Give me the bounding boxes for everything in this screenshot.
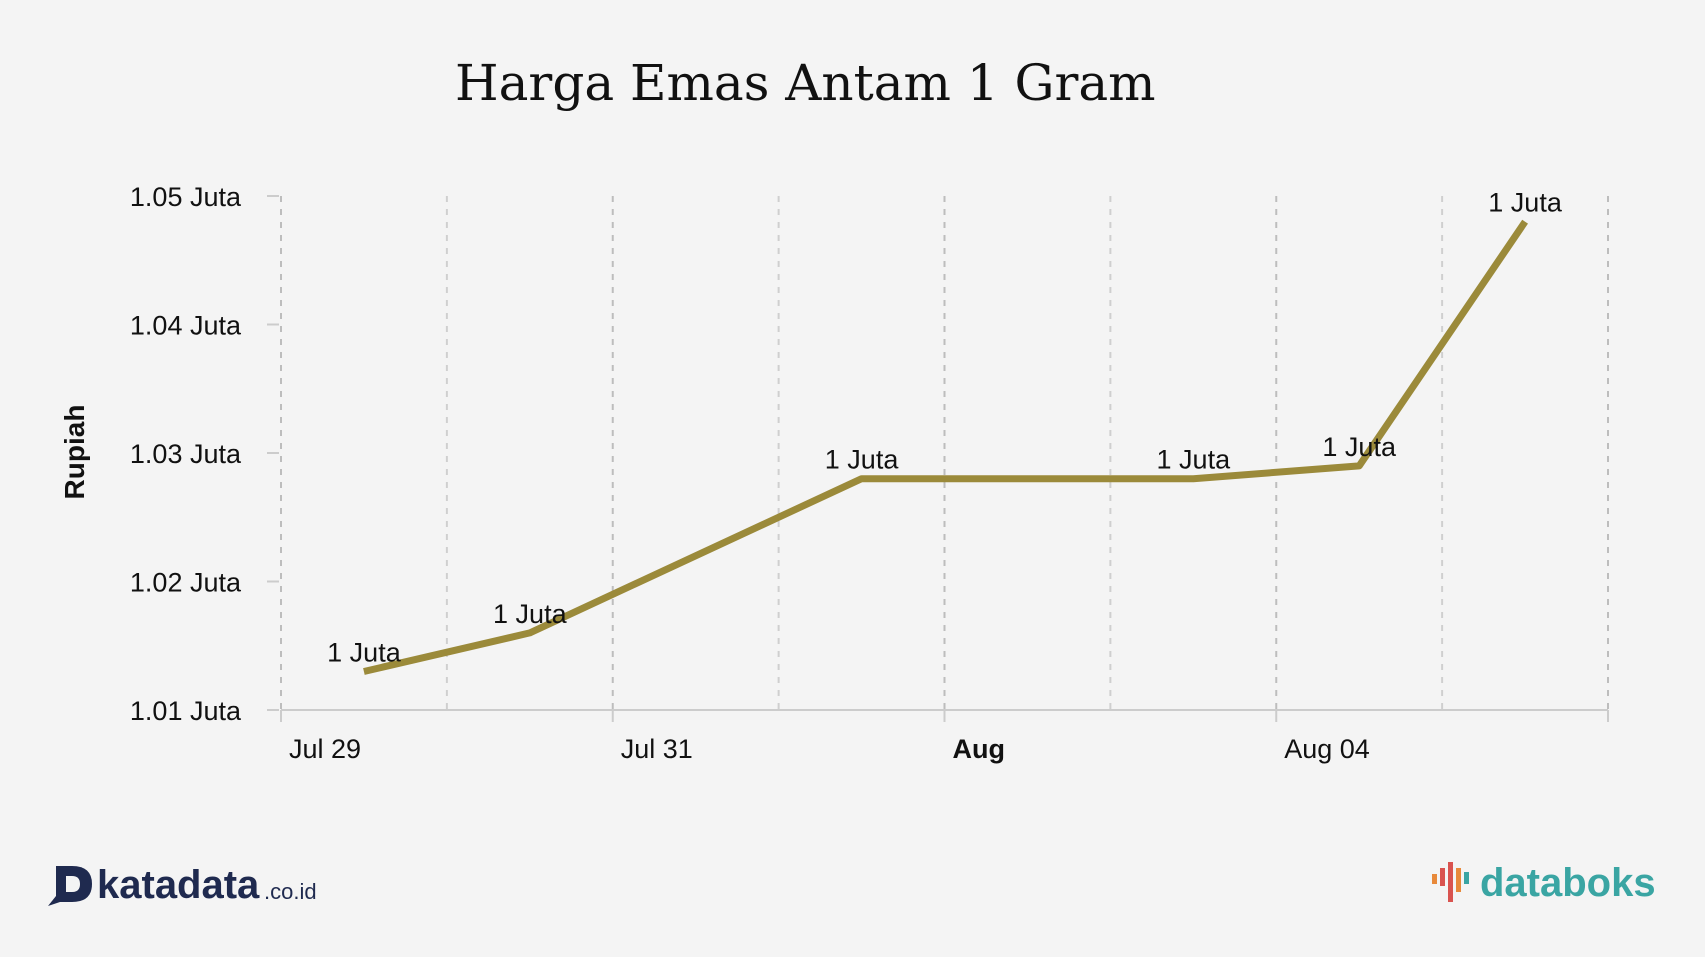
- x-tick-labels: Jul 29 Jul 31 Aug Aug 04: [289, 734, 1370, 764]
- y-axis-label: Rupiah: [59, 405, 90, 500]
- databoks-logo: databoks: [1432, 861, 1656, 905]
- y-tick-label: 1.04 Juta: [130, 311, 242, 341]
- y-tick-label: 1.01 Juta: [130, 696, 242, 726]
- data-label: 1 Juta: [493, 599, 568, 629]
- grid: [280, 196, 1609, 710]
- y-tick-label: 1.05 Juta: [130, 182, 242, 212]
- x-tick-label: Aug 04: [1284, 734, 1370, 764]
- chart-title: Harga Emas Antam 1 Gram: [455, 54, 1156, 112]
- data-label: 1 Juta: [1488, 188, 1563, 218]
- data-label: 1 Juta: [825, 445, 900, 475]
- katadata-logo: katadata .co.id: [48, 863, 317, 907]
- x-tick-label: Aug: [953, 734, 1005, 764]
- axes: [267, 195, 1609, 722]
- data-label: 1 Juta: [1322, 432, 1397, 462]
- databoks-bars-icon: [1432, 862, 1469, 902]
- y-tick-label: 1.03 Juta: [130, 439, 242, 469]
- y-tick-labels: 1.01 Juta 1.02 Juta 1.03 Juta 1.04 Juta 1.05…: [130, 182, 242, 726]
- series-layer: [363, 219, 1528, 675]
- x-tick-label: Jul 29: [289, 734, 361, 764]
- data-labels: 1 Juta 1 Juta 1 Juta 1 Juta 1 Juta 1 Juta: [327, 188, 1563, 668]
- data-label: 1 Juta: [1157, 445, 1232, 475]
- databoks-wordmark: databoks: [1480, 861, 1656, 905]
- y-tick-label: 1.02 Juta: [130, 568, 242, 598]
- data-label: 1 Juta: [327, 637, 402, 667]
- katadata-wordmark: katadata: [97, 863, 260, 907]
- katadata-d-icon: [48, 866, 92, 906]
- x-tick-label: Jul 31: [621, 734, 693, 764]
- katadata-domain-suffix: .co.id: [264, 879, 317, 904]
- series-line-0: [363, 219, 1528, 675]
